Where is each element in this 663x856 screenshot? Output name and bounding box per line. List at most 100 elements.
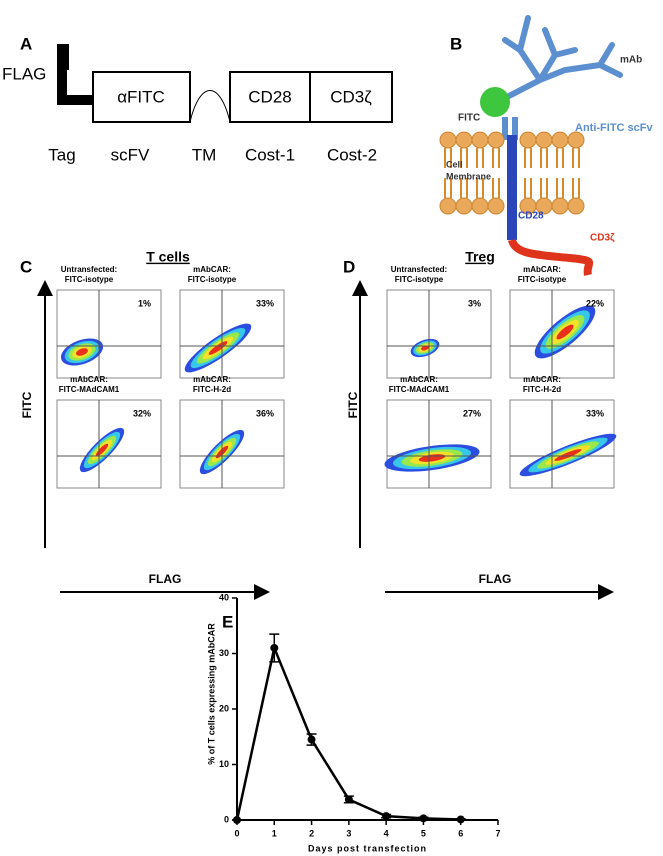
data-point bbox=[233, 816, 241, 824]
plot-title: mAbCAR: bbox=[193, 375, 231, 384]
density bbox=[208, 341, 228, 355]
y-tick-label: 10 bbox=[219, 759, 229, 769]
x-axis-label: FLAG bbox=[149, 572, 182, 586]
x-tick-label: 2 bbox=[309, 828, 314, 838]
data-point bbox=[270, 643, 279, 652]
y-tick-label: 20 bbox=[219, 703, 229, 713]
cd28-bar bbox=[507, 135, 517, 240]
x-tick-label: 4 bbox=[384, 828, 389, 838]
panel-label: E bbox=[222, 612, 233, 631]
data-line bbox=[235, 643, 461, 821]
density bbox=[554, 449, 582, 461]
plot-title: Untransfected: bbox=[391, 265, 447, 274]
percent: 1% bbox=[138, 298, 151, 308]
y-axis-label: FITC bbox=[20, 391, 34, 418]
percent: 22% bbox=[586, 298, 604, 308]
flag-tag-head bbox=[57, 44, 69, 70]
membrane-label: Cell bbox=[446, 159, 463, 169]
x-tick-label: 0 bbox=[234, 828, 239, 838]
population bbox=[184, 323, 252, 373]
tm-linker bbox=[189, 90, 231, 123]
plot-title: FITC-H-2d bbox=[523, 385, 561, 394]
plot-title: FITC-MAdCAM1 bbox=[389, 385, 450, 394]
panel-label: D bbox=[343, 257, 355, 276]
y-axis-label: FITC bbox=[346, 391, 360, 418]
lipid-head bbox=[439, 131, 457, 149]
percent: 33% bbox=[586, 408, 604, 418]
plot-title: FITC-H-2d bbox=[193, 385, 231, 394]
panel-d: D Treg FITC FLAG bbox=[343, 249, 614, 600]
plot-title: FITC-isotype bbox=[65, 275, 114, 284]
data-point bbox=[419, 814, 428, 823]
plot-title: Untransfected: bbox=[61, 265, 117, 274]
caption: TM bbox=[192, 145, 217, 164]
y-tick-label: 40 bbox=[219, 592, 229, 602]
lipid-head bbox=[551, 131, 569, 149]
data-point bbox=[307, 735, 316, 744]
lipid-head bbox=[487, 197, 505, 215]
box-label: CD28 bbox=[248, 87, 291, 106]
x-tick-label: 3 bbox=[346, 828, 351, 838]
lipid-head bbox=[567, 197, 585, 215]
data-point bbox=[382, 812, 391, 821]
population bbox=[79, 427, 125, 473]
x-tick-label: 5 bbox=[421, 828, 426, 838]
plot-title: FITC-MAdCAM1 bbox=[59, 385, 120, 394]
cd28-label: CD28 bbox=[518, 211, 544, 222]
x-tick-label: 7 bbox=[495, 828, 500, 838]
density bbox=[76, 348, 88, 356]
percent: 3% bbox=[468, 298, 481, 308]
population bbox=[384, 444, 480, 472]
caption: scFV bbox=[111, 145, 150, 164]
box-label: αFITC bbox=[117, 87, 165, 106]
lipid-head bbox=[487, 131, 505, 149]
panel-label: B bbox=[450, 34, 462, 53]
percent: 33% bbox=[256, 298, 274, 308]
cd3z-label: CD3ζ bbox=[590, 233, 615, 244]
caption: Cost-2 bbox=[327, 145, 377, 164]
x-tick-label: 6 bbox=[458, 828, 463, 838]
panel-title: Treg bbox=[465, 249, 495, 265]
domain-box bbox=[229, 71, 311, 123]
lipid-head bbox=[455, 131, 473, 149]
plot-title: mAbCAR: bbox=[400, 375, 438, 384]
percent: 36% bbox=[256, 408, 274, 418]
plot-frame bbox=[386, 399, 492, 489]
density bbox=[420, 345, 430, 351]
membrane-label: Membrane bbox=[446, 171, 491, 181]
data-point bbox=[344, 795, 353, 804]
plot-title: mAbCAR: bbox=[523, 265, 561, 274]
y-tick-label: 0 bbox=[224, 814, 229, 824]
tag-label: FLAG bbox=[2, 64, 46, 83]
percent: 27% bbox=[463, 408, 481, 418]
plot-title: FITC-isotype bbox=[395, 275, 444, 284]
x-tick-label: 1 bbox=[272, 828, 277, 838]
x-axis-label: Days post transfection bbox=[308, 843, 427, 853]
plot-frame bbox=[386, 289, 492, 379]
lipid-head bbox=[471, 197, 489, 215]
panel-a: A FLAG αFITC CD28 CD3ζ Tag scFV TM Cost-… bbox=[2, 34, 393, 164]
lipid-head bbox=[471, 131, 489, 149]
lipid-head bbox=[551, 197, 569, 215]
plot-title: mAbCAR: bbox=[70, 375, 108, 384]
plot-title: FITC-isotype bbox=[188, 275, 237, 284]
population bbox=[519, 433, 617, 477]
caption: Cost-1 bbox=[245, 145, 295, 164]
y-axis-label: % of T cells expressing mAbCAR bbox=[206, 623, 216, 765]
panel-label: A bbox=[20, 34, 32, 53]
caption: Tag bbox=[48, 145, 75, 164]
panel-label: C bbox=[20, 257, 32, 276]
antibody bbox=[502, 15, 623, 101]
box-label: CD3ζ bbox=[330, 87, 372, 106]
cd3z-tail bbox=[508, 238, 594, 276]
lipid-head bbox=[535, 131, 553, 149]
domain-box bbox=[92, 71, 191, 123]
lipid-head bbox=[439, 197, 457, 215]
percent: 32% bbox=[133, 408, 151, 418]
membrane bbox=[439, 131, 585, 215]
panel-c: C T cells FITC FLAG bbox=[20, 249, 270, 600]
mab-label: mAb bbox=[620, 55, 642, 66]
fitc-bead bbox=[480, 87, 510, 117]
x-axis-label: FLAG bbox=[479, 572, 512, 586]
